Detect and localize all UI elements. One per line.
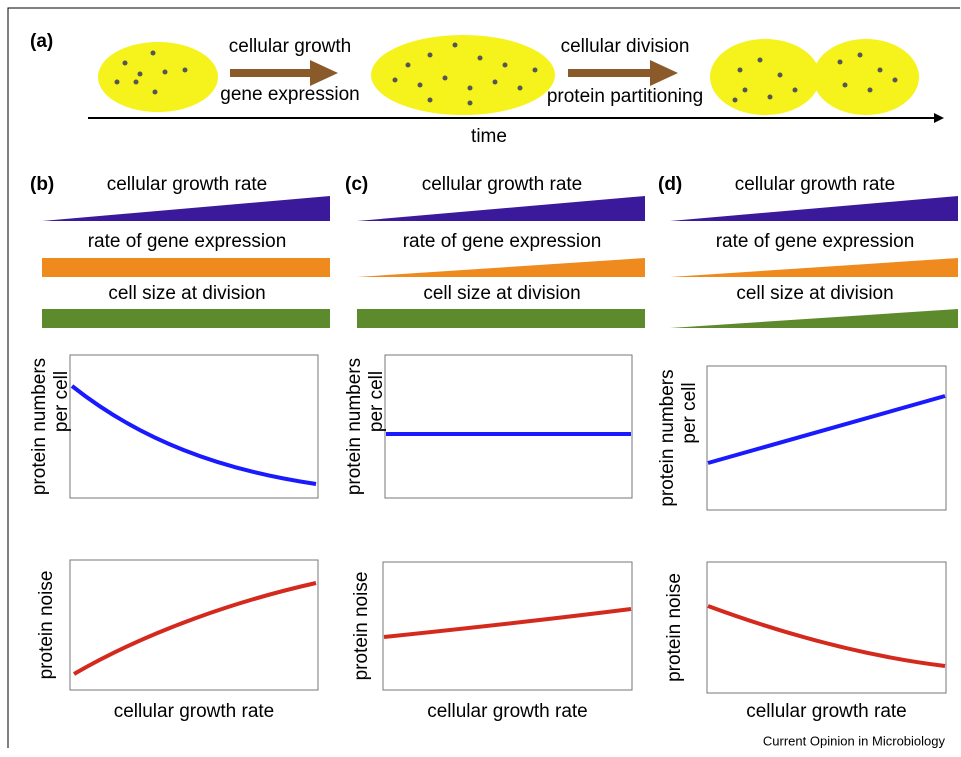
rate-band <box>42 258 330 277</box>
trend-curve <box>384 609 631 637</box>
figure: (a) cellular growth gene expression cell… <box>0 0 961 757</box>
panel-label: (b) <box>30 174 54 195</box>
panel-label: (a) <box>30 31 53 52</box>
band-label: rate of gene expression <box>88 231 287 252</box>
panel-label: (c) <box>345 174 368 195</box>
y-axis-label: protein noise <box>351 572 372 681</box>
y-axis-label: protein numbers <box>657 369 678 506</box>
credit: Current Opinion in Microbiology <box>763 733 946 748</box>
band-label: cell size at division <box>108 283 265 304</box>
rate-band <box>42 309 330 328</box>
trend-curve <box>72 386 316 484</box>
plot-box <box>385 355 632 498</box>
plot-box <box>707 366 946 510</box>
band-label: rate of gene expression <box>403 231 602 252</box>
y-axis-label: protein numbers <box>29 358 50 495</box>
rate-band <box>670 258 958 277</box>
x-axis-label: cellular growth rate <box>746 701 907 722</box>
rate-band <box>670 196 958 221</box>
band-label: cellular growth rate <box>735 174 896 195</box>
y-axis-label: per cell <box>366 371 387 432</box>
step-label: cellular growth <box>229 36 352 57</box>
y-axis-label: protein noise <box>664 573 685 682</box>
time-label: time <box>471 126 507 147</box>
y-axis-label: protein numbers <box>344 358 365 495</box>
step-label: cellular division <box>561 36 690 57</box>
band-label: cellular growth rate <box>422 174 583 195</box>
plot-box <box>707 562 946 693</box>
x-axis-label: cellular growth rate <box>114 701 275 722</box>
trend-curve <box>708 396 945 463</box>
band-label: cell size at division <box>736 283 893 304</box>
band-label: cellular growth rate <box>107 174 268 195</box>
rate-band <box>42 196 330 221</box>
band-label: cell size at division <box>423 283 580 304</box>
plot-box <box>70 560 318 690</box>
rate-band <box>357 196 645 221</box>
trend-curve <box>708 606 945 666</box>
y-axis-label: per cell <box>679 382 700 443</box>
y-axis-label: protein noise <box>36 571 57 680</box>
band-label: rate of gene expression <box>716 231 915 252</box>
step-label: protein partitioning <box>547 86 703 107</box>
rate-band <box>357 309 645 328</box>
step-label: gene expression <box>220 84 359 105</box>
y-axis-label: per cell <box>51 371 72 432</box>
rate-band <box>670 309 958 328</box>
rate-band <box>357 258 645 277</box>
panel-label: (d) <box>658 174 682 195</box>
trend-curve <box>74 583 316 674</box>
plot-box <box>383 562 632 690</box>
x-axis-label: cellular growth rate <box>427 701 588 722</box>
